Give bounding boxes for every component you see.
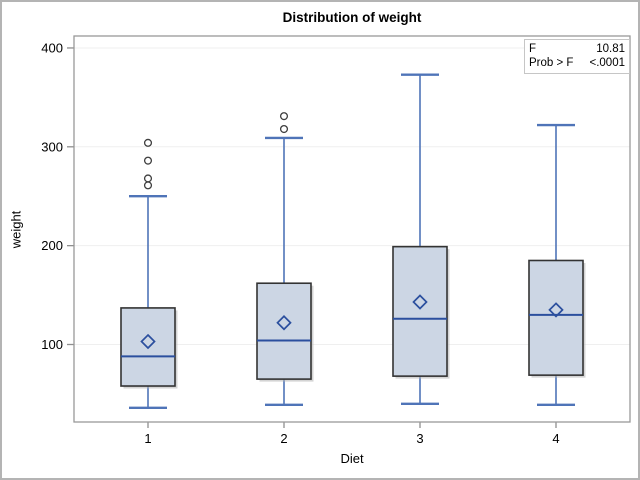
x-tick-label-3: 3: [416, 431, 423, 446]
inset-f-value: 10.81: [596, 43, 625, 55]
x-tick-label-2: 2: [280, 431, 287, 446]
y-tick-label-300: 300: [41, 139, 63, 154]
chart-title: Distribution of weight: [282, 10, 422, 25]
x-axis-label: Diet: [340, 451, 364, 466]
inset-f-label: F: [529, 43, 537, 55]
stats-inset-box: F 10.81 Prob > F <.0001: [524, 39, 630, 74]
x-tick-label-1: 1: [144, 431, 151, 446]
box-3-rect: [392, 245, 448, 377]
box-1-mean-diamond-icon: [140, 333, 156, 350]
x-tick-label-4: 4: [552, 431, 559, 446]
inset-row-f: F 10.81: [529, 42, 625, 56]
box-2-rect: [256, 282, 312, 380]
y-tick-label-200: 200: [41, 238, 63, 253]
box-1-outlier-0: [143, 181, 153, 190]
box-2-outlier-0: [279, 124, 289, 134]
box-4-mean-diamond-icon: [548, 302, 564, 318]
box-1-outlier-1: [143, 174, 153, 183]
box-3-mean-diamond-icon: [412, 294, 428, 310]
y-tick-label-100: 100: [41, 337, 63, 352]
inset-prob-value: <.0001: [589, 57, 626, 69]
y-tick-label-400: 400: [41, 40, 63, 55]
inset-prob-label: Prob > F: [529, 57, 574, 69]
box-4-rect: [528, 259, 584, 376]
inset-row-prob: Prob > F <.0001: [529, 56, 625, 70]
box-1-outlier-3: [143, 138, 153, 147]
box-1-outlier-2: [143, 156, 153, 165]
box-2-outlier-1: [279, 112, 289, 121]
plot-frame: [73, 35, 631, 423]
box-2-mean-diamond-icon: [276, 315, 292, 331]
